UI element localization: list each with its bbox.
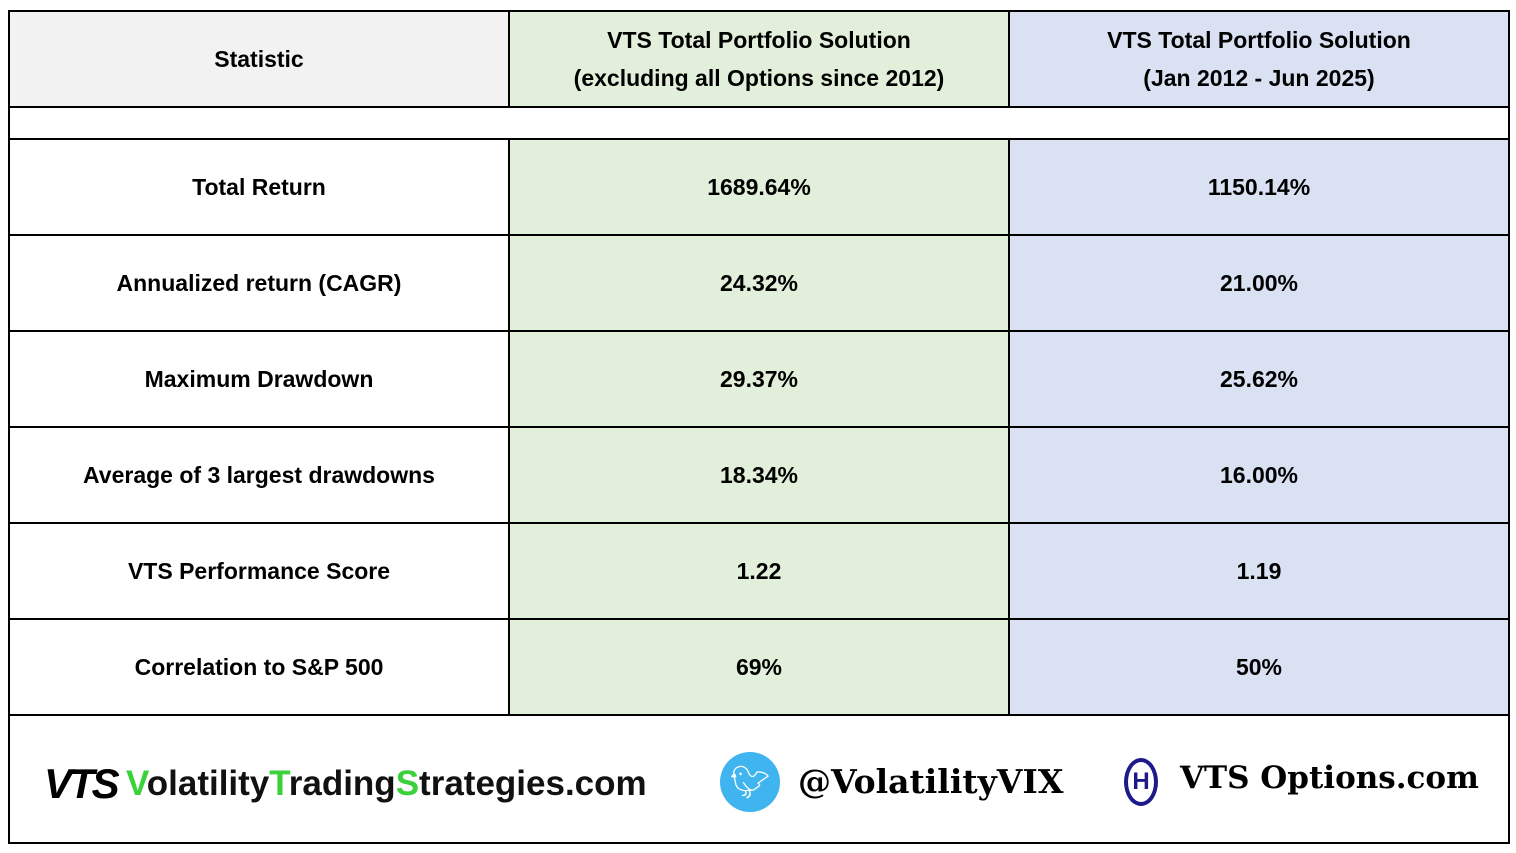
options-site[interactable]: VTS Options.com [1180, 760, 1479, 796]
header-col2-line2: (Jan 2012 - Jun 2025) [1143, 65, 1375, 91]
table-row: Annualized return (CAGR) 24.32% 21.00% [10, 236, 1508, 332]
row-label: Total Return [10, 140, 510, 234]
header-col1: VTS Total Portfolio Solution (excluding a… [510, 12, 1010, 106]
table-row: Average of 3 largest drawdowns 18.34% 16.0… [10, 428, 1508, 524]
table-row: Correlation to S&P 500 69% 50% [10, 620, 1508, 716]
site-part: T [269, 764, 289, 803]
row-col2-value: 1150.14% [1010, 140, 1508, 234]
site-part: S [395, 764, 420, 803]
options-logo-icon: H [1124, 758, 1158, 806]
row-label: VTS Performance Score [10, 524, 510, 618]
row-label: Annualized return (CAGR) [10, 236, 510, 330]
header-col2: VTS Total Portfolio Solution (Jan 2012 - … [1010, 12, 1508, 106]
header-col1-line1: VTS Total Portfolio Solution [607, 27, 911, 53]
stats-table: Statistic VTS Total Portfolio Solution (e… [8, 10, 1510, 844]
spacer-row [10, 108, 1508, 140]
site-link[interactable]: VolatilityTradingStrategies.com [126, 764, 647, 804]
twitter-bird-icon: 🐦︎ [720, 752, 780, 812]
site-part: olatility [146, 764, 270, 803]
table-row: Total Return 1689.64% 1150.14% [10, 140, 1508, 236]
table-row: VTS Performance Score 1.22 1.19 [10, 524, 1508, 620]
header-col1-line2: (excluding all Options since 2012) [573, 65, 945, 91]
row-label: Correlation to S&P 500 [10, 620, 510, 714]
row-col1-value: 18.34% [510, 428, 1010, 522]
row-label: Maximum Drawdown [10, 332, 510, 426]
row-col1-value: 69% [510, 620, 1010, 714]
site-part: V [126, 764, 147, 803]
table-row: Maximum Drawdown 29.37% 25.62% [10, 332, 1508, 428]
row-col1-value: 1689.64% [510, 140, 1010, 234]
row-col2-value: 50% [1010, 620, 1508, 714]
row-label: Average of 3 largest drawdowns [10, 428, 510, 522]
row-col2-value: 16.00% [1010, 428, 1508, 522]
footer: VTS VolatilityTradingStrategies.com 🐦︎ @… [10, 716, 1508, 842]
twitter-handle[interactable]: @VolatilityVIX [798, 762, 1064, 801]
row-col2-value: 1.19 [1010, 524, 1508, 618]
header-statistic: Statistic [10, 12, 510, 106]
site-part: rading [288, 764, 396, 803]
header-col2-line1: VTS Total Portfolio Solution [1107, 27, 1411, 53]
row-col1-value: 29.37% [510, 332, 1010, 426]
row-col2-value: 25.62% [1010, 332, 1508, 426]
header-row: Statistic VTS Total Portfolio Solution (e… [10, 12, 1508, 108]
row-col1-value: 1.22 [510, 524, 1010, 618]
row-col1-value: 24.32% [510, 236, 1010, 330]
site-part: trategies.com [419, 764, 647, 803]
vts-logo: VTS [44, 760, 120, 807]
row-col2-value: 21.00% [1010, 236, 1508, 330]
